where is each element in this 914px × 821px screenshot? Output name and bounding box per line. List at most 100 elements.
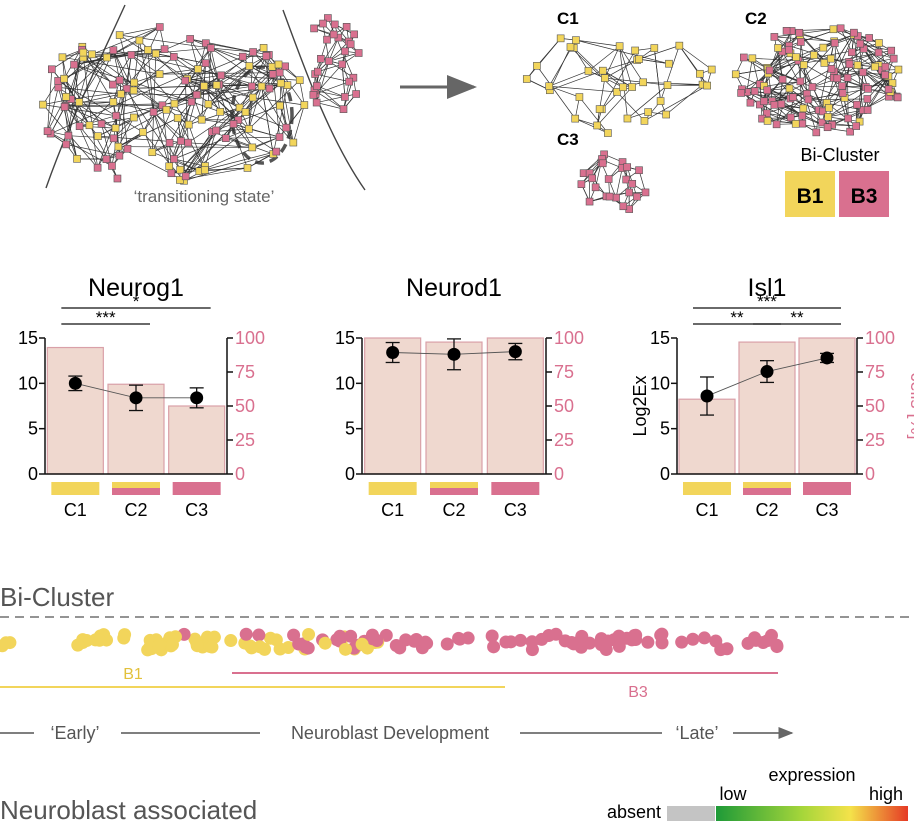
network-edge bbox=[47, 69, 53, 132]
category-label: C1 bbox=[64, 500, 87, 520]
network-edge bbox=[579, 96, 609, 134]
network-node-b3 bbox=[275, 133, 284, 141]
network-node-b1 bbox=[274, 60, 283, 69]
network-edge bbox=[101, 123, 113, 167]
network-node-b1 bbox=[731, 70, 740, 79]
network-node-b3 bbox=[863, 106, 872, 114]
network-node-b1 bbox=[283, 81, 292, 89]
transition-highlight-ellipse bbox=[230, 65, 294, 165]
network-nodes bbox=[522, 34, 716, 137]
network-node-b3 bbox=[48, 65, 56, 74]
network-edge bbox=[188, 55, 267, 125]
network-node-b1 bbox=[572, 36, 580, 44]
network-edge bbox=[68, 135, 78, 159]
network-nodes bbox=[577, 150, 650, 213]
network-node-b3 bbox=[341, 93, 349, 101]
network-edge bbox=[133, 56, 175, 91]
composition-b1 bbox=[51, 482, 100, 495]
network-node-b3 bbox=[248, 82, 256, 91]
network-node-b1 bbox=[173, 114, 182, 122]
network-edge bbox=[316, 102, 344, 110]
left-tick-label: 15 bbox=[18, 328, 38, 348]
cell-dot-b3 bbox=[697, 631, 711, 645]
network-node-b1 bbox=[129, 113, 138, 122]
network-edge bbox=[653, 48, 661, 102]
cell-dot-b3 bbox=[389, 639, 403, 653]
network-edge bbox=[225, 137, 253, 148]
network-node-b1 bbox=[148, 148, 157, 157]
network-edge bbox=[221, 74, 300, 81]
chart-neurod1: Neurod1 0 5 10 15 0 25 50 75 100 C1 C2 C3 bbox=[335, 274, 584, 520]
mean-point bbox=[190, 391, 204, 405]
network-edge bbox=[316, 61, 330, 87]
network-node-b1 bbox=[115, 31, 124, 39]
network-edge bbox=[248, 86, 262, 130]
network-node-b1 bbox=[245, 125, 253, 133]
network-node-b1 bbox=[289, 138, 298, 147]
composition-b1 bbox=[112, 482, 160, 488]
network-node-b1 bbox=[650, 44, 659, 52]
network-node-b3 bbox=[881, 71, 889, 79]
network-node-b1 bbox=[62, 93, 70, 101]
network-edge bbox=[147, 49, 154, 113]
legend-b3-swatch bbox=[839, 171, 889, 217]
transition-state-label: ‘transitioning state’ bbox=[134, 187, 275, 206]
network-edge bbox=[627, 84, 668, 119]
network-edge bbox=[317, 63, 343, 72]
chart-title: Isl1 bbox=[748, 274, 787, 302]
network-edge bbox=[248, 97, 254, 129]
network-node-b3 bbox=[275, 68, 284, 77]
cell-dot-b3 bbox=[612, 629, 626, 643]
network-node-b3 bbox=[113, 174, 122, 183]
network-node-b1 bbox=[73, 155, 81, 163]
network-edge bbox=[184, 80, 189, 143]
network-node-b3 bbox=[591, 183, 600, 192]
network-node-b1 bbox=[276, 79, 285, 88]
network-node-b1 bbox=[604, 129, 612, 137]
network-edge bbox=[570, 46, 618, 93]
network-node-b3 bbox=[169, 53, 178, 61]
network-edge bbox=[185, 74, 222, 81]
mean-point bbox=[700, 389, 714, 403]
cell-dot-b3 bbox=[301, 641, 315, 655]
network-edge bbox=[252, 136, 280, 148]
network-edge bbox=[823, 34, 855, 48]
network-edge bbox=[210, 47, 254, 53]
network-node-b1 bbox=[763, 117, 772, 125]
cell-dot-b3 bbox=[612, 639, 626, 653]
network-edge bbox=[769, 70, 794, 98]
footer: Neuroblast associated expression low hig… bbox=[0, 765, 908, 821]
cell-dot-b1 bbox=[190, 639, 204, 653]
network-node-b1 bbox=[85, 121, 94, 130]
network-node-b1 bbox=[75, 98, 84, 106]
network-node-b1 bbox=[635, 55, 643, 63]
left-tick-label: 10 bbox=[18, 373, 38, 393]
bar-c1 bbox=[46, 346, 104, 475]
network-node-b1 bbox=[696, 69, 704, 78]
network-node-b3 bbox=[864, 85, 872, 93]
network-node-b3 bbox=[112, 111, 120, 120]
network-edge bbox=[316, 93, 357, 103]
network-edge bbox=[588, 45, 620, 72]
network-edge bbox=[73, 64, 135, 83]
network-edge bbox=[204, 130, 217, 167]
network-edge bbox=[79, 125, 116, 129]
significance-label: ** bbox=[730, 308, 744, 327]
network-edge bbox=[278, 64, 294, 143]
network-edge bbox=[679, 45, 701, 74]
cell-dot-b3 bbox=[575, 629, 589, 643]
network-edge bbox=[179, 130, 217, 170]
mean-point bbox=[760, 365, 774, 379]
expression-absent-swatch bbox=[667, 806, 715, 821]
network-node-b3 bbox=[341, 47, 349, 56]
network-node-b3 bbox=[785, 45, 793, 54]
network-nodes bbox=[39, 23, 309, 185]
network-node-b3 bbox=[641, 188, 650, 197]
network-edge bbox=[249, 65, 273, 68]
network-node-b3 bbox=[345, 77, 353, 86]
network-node-b3 bbox=[850, 28, 858, 37]
network-node-b3 bbox=[865, 34, 873, 42]
development-axis-early: ‘Early’ bbox=[50, 723, 99, 743]
network-node-b1 bbox=[894, 65, 903, 74]
network-node-b3 bbox=[109, 46, 118, 54]
